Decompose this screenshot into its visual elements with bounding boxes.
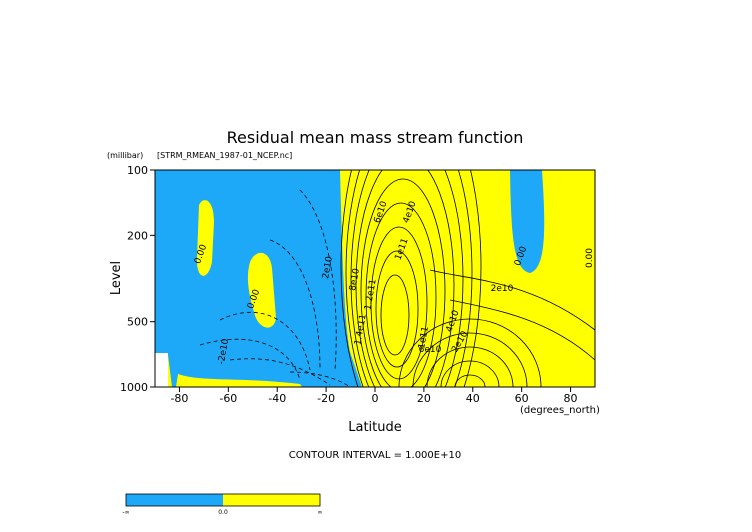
positive-island xyxy=(247,252,276,328)
contour-line-positive xyxy=(370,226,428,380)
negative-region xyxy=(510,170,545,273)
contour-line-positive xyxy=(454,374,486,387)
contour-label: 1e11 xyxy=(417,326,431,350)
contour-line-positive xyxy=(380,274,410,356)
x-tick-label: 0 xyxy=(372,392,379,405)
x-unit: (degrees_north) xyxy=(520,405,600,416)
contour-interval: CONTOUR INTERVAL = 1.000E+10 xyxy=(289,450,461,461)
subtitle: [STRM_RMEAN_1987-01_NCEP.nc] xyxy=(157,151,292,160)
missing-region xyxy=(155,353,168,387)
colorbar-negative xyxy=(126,494,223,506)
colorbar-label: 0.0 xyxy=(218,509,228,516)
contour-label: 2e10 xyxy=(491,284,514,294)
contour-line-positive xyxy=(449,299,596,361)
contour-label: 0.00 xyxy=(585,248,595,268)
colorbar-label: ∞ xyxy=(318,509,323,516)
x-tick-label: -40 xyxy=(268,392,286,405)
x-tick-label: -60 xyxy=(219,392,237,405)
contour-line-positive xyxy=(350,170,464,387)
contour-line-positive xyxy=(426,346,514,387)
y-tick-label: 1000 xyxy=(120,381,148,394)
contour-line-positive xyxy=(355,170,455,387)
contour-line-negative xyxy=(299,189,337,371)
contour-line-positive xyxy=(440,360,500,387)
positive-island xyxy=(196,200,214,276)
colorbar-label: -∞ xyxy=(122,509,129,516)
contour-label: 2e10 xyxy=(321,255,335,279)
x-axis-title: Latitude xyxy=(348,420,402,435)
contour-label: 8e10 xyxy=(348,267,362,291)
chart-title: Residual mean mass stream function xyxy=(227,128,524,147)
colorbar-positive xyxy=(223,494,320,506)
contour-line-negative xyxy=(199,338,301,381)
contour-line-positive xyxy=(340,170,482,387)
contour-line-negative xyxy=(269,239,321,371)
y-tick-label: 500 xyxy=(127,316,148,329)
y-tick-label: 100 xyxy=(127,164,148,177)
x-tick-label: 20 xyxy=(417,392,431,405)
contour-label: -2e10 xyxy=(217,338,231,366)
y-tick-label: 200 xyxy=(127,229,148,242)
colorbar-frame xyxy=(125,493,321,507)
contour-line-positive xyxy=(398,318,542,387)
x-tick-label: 40 xyxy=(466,392,480,405)
x-tick-label: 80 xyxy=(564,392,578,405)
contour-line-positive xyxy=(412,332,528,387)
contour-line-positive xyxy=(360,178,446,387)
contour-line-positive xyxy=(365,202,437,387)
positive-strip xyxy=(176,374,302,387)
x-tick-label: 60 xyxy=(515,392,529,405)
contour-line-negative xyxy=(289,371,351,388)
y-axis-title: Level xyxy=(109,261,124,295)
contour-line-negative xyxy=(219,311,311,371)
contour-line-positive xyxy=(375,250,419,368)
contour-line-positive xyxy=(429,269,596,331)
positive-strip xyxy=(168,355,172,387)
plot-area: 0.000.000.00 0.002e10-2e102e104e106e108e1… xyxy=(155,170,596,388)
contour-label: 6e10 xyxy=(419,345,442,355)
x-tick-label: -20 xyxy=(317,392,335,405)
x-tick-label: -80 xyxy=(170,392,188,405)
contour-line-negative xyxy=(229,358,331,386)
contour-line-positive xyxy=(345,170,473,387)
y-unit: (millibar) xyxy=(107,151,143,160)
